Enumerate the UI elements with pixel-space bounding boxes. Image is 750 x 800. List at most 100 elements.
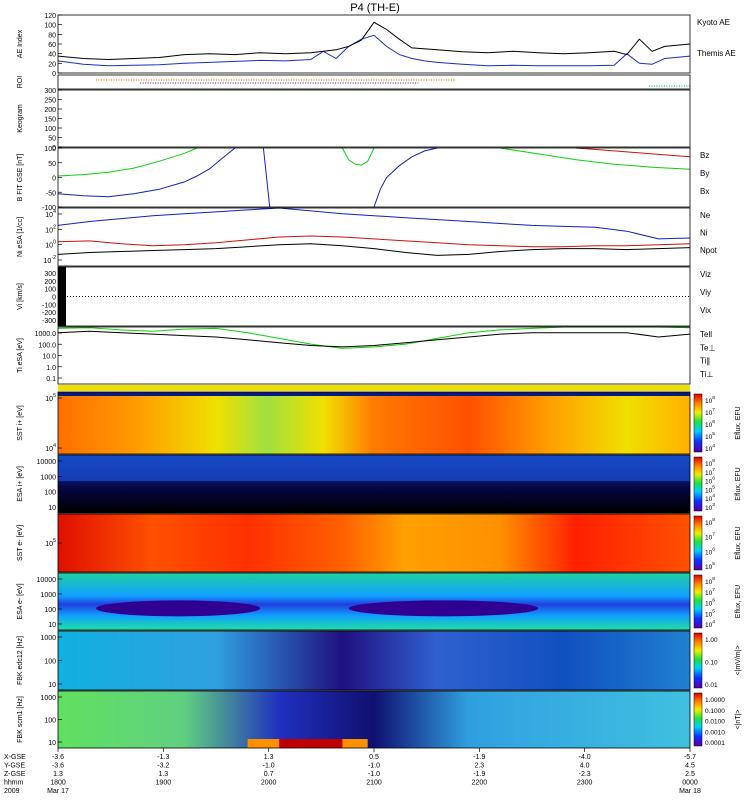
series-Bx — [57, 147, 236, 198]
colorbar-ramp — [693, 632, 703, 689]
colorbar-eflux-3: 108 107 106 105 Eflux, EFU — [693, 515, 742, 571]
y-tick-label: 1.0 — [46, 365, 56, 372]
x-tick-label: -3.2 — [157, 763, 169, 770]
colorbar-tick: 108 — [705, 517, 715, 527]
x-tick-label: 1.3 — [158, 771, 168, 778]
x-tick-label: -1.9 — [473, 754, 485, 761]
legend-entry: Bz — [700, 151, 709, 160]
x-row-label: 2009 — [4, 788, 20, 795]
plot-title: P4 (TH-E) — [350, 2, 400, 14]
legend-entry: Npot — [700, 246, 718, 255]
panel-roi: ROI — [17, 74, 691, 90]
x-tick-label: 4.0 — [580, 763, 590, 770]
y-tick-label: 50 — [48, 136, 56, 143]
colorbar-tick: 105 — [705, 484, 715, 494]
colorbar-label: Eflux, EFU — [735, 585, 742, 618]
y-tick-label: 200 — [44, 107, 56, 114]
colorbar-tick: 107 — [705, 532, 715, 542]
panel-bfit: B FIT GSE [nT] -100 -50 0 50 100 Bz By Bx — [17, 146, 709, 212]
colorbar-tick: 0.0100 — [705, 719, 725, 726]
colorbar-label: <|nT|> — [735, 710, 742, 730]
x-tick-label: 0.7 — [264, 771, 274, 778]
series-Themis AE — [57, 21, 691, 61]
y-tick-label: 100 — [44, 490, 56, 497]
legend-entry: Vix — [700, 306, 711, 315]
legend-entry: Ne — [700, 211, 711, 220]
x-tick-label: -4.0 — [579, 754, 591, 761]
x-tick-label: -1.0 — [368, 771, 380, 778]
heatmap-body — [58, 514, 690, 572]
colorbar-tick: 108 — [705, 576, 715, 586]
x-tick-label: 1.3 — [53, 771, 63, 778]
upper-band — [58, 455, 690, 482]
y-tick-label: 60 — [48, 42, 56, 49]
y-tick-label: 300 — [44, 88, 56, 95]
colorbar-tick: 106 — [705, 546, 715, 556]
y-tick-label: 10 — [48, 682, 56, 689]
panel-bg — [58, 148, 690, 207]
x-tick-label: -5.7 — [684, 754, 696, 761]
y-tick-label: 104 — [45, 209, 56, 219]
panel-bg — [58, 327, 690, 384]
y-tick-label: 10 — [48, 740, 56, 747]
panel-frame — [57, 572, 691, 631]
colorbar-mvm-1: 1.00 0.10 0.01 <|mV/m|> — [693, 632, 742, 689]
y-tick-label: 10000 — [37, 459, 57, 466]
series-Ni — [57, 235, 691, 248]
x-tick-label: 1.3 — [264, 754, 274, 761]
y-tick-label: 104 — [45, 443, 56, 453]
colorbar-tick: 105 — [705, 431, 715, 441]
panel-sst-ion: SST i+ [eV] 105 104 — [17, 385, 691, 455]
colorbar-tick: 107 — [705, 467, 715, 477]
y-tick-label: 100 — [44, 718, 56, 725]
x-tick-label: 2200 — [472, 780, 488, 787]
x-tick-label: -3.6 — [52, 763, 64, 770]
y-tick-label: -100 — [42, 205, 56, 212]
colorbar-tick: 105 — [705, 608, 715, 618]
y-tick-label: 150 — [44, 117, 56, 124]
y-tick-label: 0 — [52, 145, 56, 152]
colorbar-tick: 0.01 — [705, 682, 718, 689]
colorbar-mvm-2: 1.0000 0.1000 0.0100 0.0010 0.0001 <|nT|> — [693, 692, 742, 747]
colorbar-tick: 104 — [705, 493, 715, 503]
y-tick-label: 80 — [48, 32, 56, 39]
y-tick-label: 100.0 — [38, 342, 56, 349]
y-tick-label: 105 — [45, 538, 56, 548]
y-tick-label: 1000 — [40, 695, 56, 702]
top-strip — [58, 385, 690, 391]
colorbar-tick: 106 — [705, 598, 715, 608]
y-tick-label: 102 — [45, 224, 56, 234]
panel-ylabel: ESA i+ [eV] — [17, 466, 24, 502]
x-tick-label: Mar 17 — [47, 788, 69, 795]
series-By — [500, 147, 691, 170]
colorbar-ramp — [693, 456, 703, 512]
colorbar-ramp — [693, 574, 703, 629]
x-tick-label: -1.9 — [473, 771, 485, 778]
panel-bg — [58, 90, 690, 147]
panel-fbk-scm: FBK scm1 [Hz] 1000 100 10 — [17, 690, 691, 749]
y-tick-label: 10-2 — [44, 255, 57, 265]
series-By — [57, 147, 198, 177]
legend-entry: Ti∥ — [700, 357, 710, 366]
heatmap-body — [58, 631, 690, 690]
y-tick-label: 10 — [48, 622, 56, 629]
panel-frame — [57, 391, 691, 455]
y-tick-label: 0 — [52, 176, 56, 183]
y-tick-label: 100 — [44, 23, 56, 30]
panel-frame — [57, 207, 691, 267]
elec-core — [348, 600, 539, 617]
panel-fbk-edc: FBK edc12 [Hz] 1000 100 10 — [17, 630, 691, 691]
y-tick-label: 0.1 — [46, 376, 56, 383]
y-tick-label: 120 — [44, 13, 56, 20]
panel-ylabel: Vi [km/s] — [17, 283, 24, 310]
colorbar-tick: 107 — [705, 587, 715, 597]
legend-entry: Themis AE — [697, 49, 736, 58]
y-tick-label: 1000 — [40, 635, 56, 642]
series-Kyoto AE — [57, 34, 691, 67]
y-tick-label: 0 — [52, 71, 56, 78]
series-Tell — [57, 330, 691, 348]
x-tick-label: -2.3 — [579, 771, 591, 778]
